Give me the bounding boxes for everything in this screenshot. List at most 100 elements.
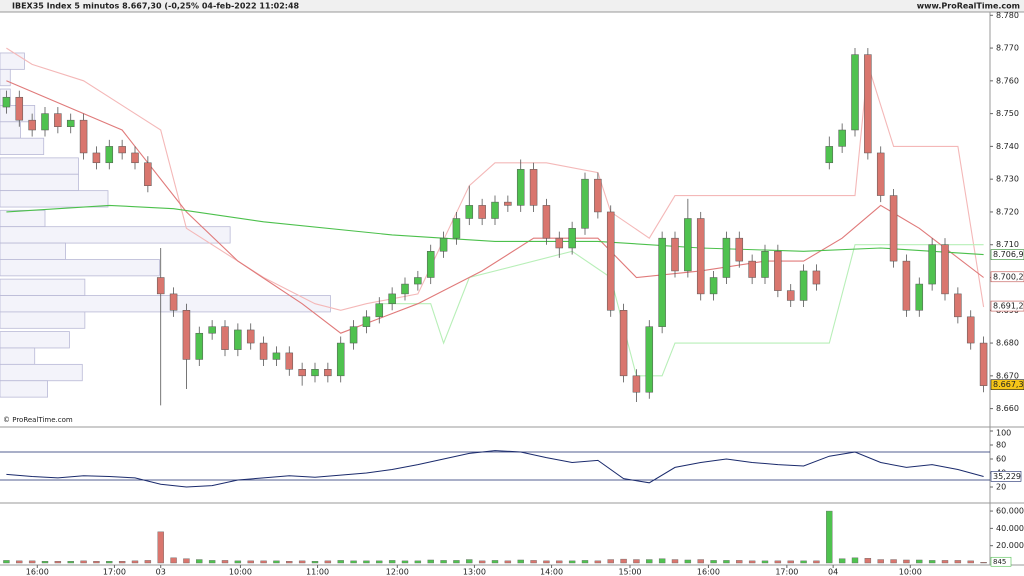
candle-body: [632, 375, 641, 393]
volume-bar: [414, 560, 422, 564]
volume-profile-bar: [0, 121, 21, 139]
volume-bar: [118, 561, 126, 564]
volume-bar: [324, 560, 332, 564]
candle-body: [311, 369, 319, 377]
volume-bar: [916, 559, 923, 564]
candle-body: [774, 251, 782, 291]
candle-body: [645, 326, 654, 393]
volume-bar: [504, 560, 512, 564]
candle-body: [491, 201, 499, 219]
volume-bar: [723, 560, 730, 564]
volume-bar: [401, 560, 409, 564]
volume-bar: [954, 560, 962, 564]
candle-body: [684, 218, 692, 272]
volume-bar: [877, 559, 884, 564]
candle-body: [414, 277, 422, 285]
candle-body: [799, 270, 808, 301]
volume-profile-bar: [0, 331, 70, 349]
volume-bar: [980, 562, 987, 564]
y-tick-label: 8.770: [996, 44, 1019, 53]
candle-body: [542, 205, 551, 239]
volume-bar: [196, 559, 203, 564]
candle-body: [41, 113, 49, 131]
volume-bar: [774, 560, 782, 564]
volume-bar: [813, 560, 820, 564]
candle-body: [221, 326, 229, 350]
volume-bar: [286, 561, 293, 564]
candle-body: [864, 54, 872, 154]
candle-body: [786, 290, 795, 301]
candle-body: [478, 205, 486, 219]
candle-body: [336, 342, 345, 377]
candle-body: [516, 169, 525, 206]
volume-bar: [93, 561, 100, 564]
y-tick-label: 8.760: [996, 76, 1019, 85]
y-tick-label: 60.000: [996, 507, 1024, 516]
volume-bar: [697, 559, 704, 564]
volume-bar: [491, 560, 499, 564]
price-marker: [990, 300, 1024, 312]
chart-title: IBEX35 Index 5 minutos 8.667,30 (-0,25% …: [12, 2, 300, 11]
candle-body: [504, 201, 512, 206]
candle-body: [272, 352, 281, 360]
volume-bar: [234, 560, 242, 564]
candle-body: [324, 369, 332, 377]
volume-bar: [67, 561, 74, 564]
volume-bar: [3, 560, 10, 564]
volume-bar: [800, 560, 807, 564]
y-tick-label: 8.750: [996, 109, 1019, 118]
volume-profile-bar: [0, 173, 79, 192]
candle-body: [66, 119, 75, 127]
candle-body: [722, 237, 731, 278]
candle-body: [966, 316, 975, 344]
volume-bar: [298, 560, 306, 564]
y-tick-label: 8.780: [996, 11, 1019, 20]
y-tick-label: 20: [996, 483, 1006, 492]
volume-profile-bar: [0, 226, 231, 244]
volume-profile-bar: [0, 278, 86, 296]
candle-body: [388, 293, 396, 304]
volume-bar: [28, 560, 36, 564]
x-tick-label: 16:00: [697, 568, 720, 576]
x-tick-label: 14:00: [540, 568, 563, 576]
candle-body: [15, 96, 24, 121]
volume-bar: [16, 560, 23, 564]
y-tick-label: 8.720: [996, 207, 1019, 216]
watermark: © ProRealTime.com: [3, 416, 73, 424]
price-marker-label: 8.667,30: [993, 380, 1024, 389]
candle-body: [131, 152, 139, 164]
candle-body: [92, 152, 101, 164]
candle-body: [208, 326, 216, 334]
candle-body: [298, 369, 306, 377]
volume-bar: [941, 560, 949, 564]
volume-bar: [350, 560, 357, 564]
volume-bar: [41, 561, 49, 564]
candle-body: [362, 316, 371, 327]
candle-body: [658, 237, 666, 327]
candle-body: [156, 277, 165, 295]
volume-bar: [543, 560, 550, 564]
volume-profile-bar: [0, 295, 331, 313]
y-tick-label: 80: [996, 441, 1006, 450]
volume-bar: [183, 558, 190, 564]
candle-body: [555, 237, 564, 249]
volume-bar: [388, 560, 396, 564]
volume-bar: [440, 560, 447, 564]
volume-profile-bar: [0, 347, 36, 365]
x-tick-label: 03: [156, 568, 166, 576]
volume-bar: [594, 560, 602, 564]
candle-body: [696, 218, 705, 295]
y-tick-label: 40.000: [996, 524, 1024, 533]
site-name: www.ProRealTime.com: [917, 2, 1020, 11]
volume-bar: [260, 560, 267, 564]
volume-bar: [273, 560, 280, 564]
header-bar: [0, 0, 1024, 12]
candle-body: [54, 113, 62, 127]
value-marker: [990, 471, 1022, 482]
volume-bar: [684, 559, 692, 564]
volume-bar: [864, 558, 872, 564]
candle-body: [941, 244, 949, 295]
volume-profile-bar: [0, 137, 45, 155]
candle-body: [439, 237, 448, 252]
volume-profile-bar: [0, 259, 160, 277]
